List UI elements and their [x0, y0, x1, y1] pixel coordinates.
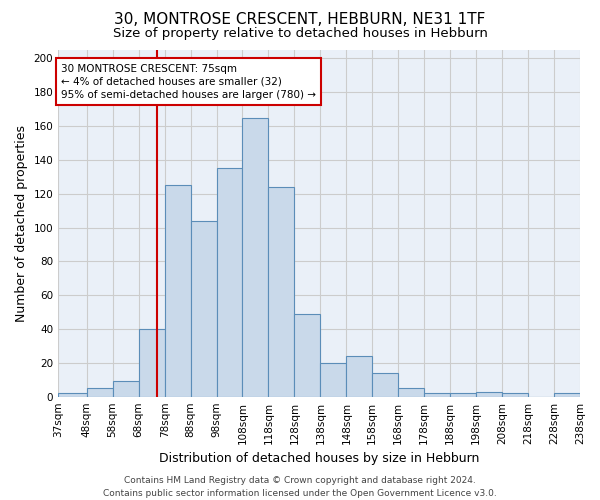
Bar — [164, 186, 191, 396]
Bar — [450, 394, 476, 396]
Text: 30 MONTROSE CRESCENT: 75sqm
← 4% of detached houses are smaller (32)
95% of semi: 30 MONTROSE CRESCENT: 75sqm ← 4% of deta… — [61, 64, 316, 100]
Bar — [139, 329, 164, 396]
Bar — [476, 392, 502, 396]
Bar — [268, 187, 295, 396]
Bar — [554, 394, 580, 396]
Bar — [424, 394, 450, 396]
Y-axis label: Number of detached properties: Number of detached properties — [15, 125, 28, 322]
Text: 30, MONTROSE CRESCENT, HEBBURN, NE31 1TF: 30, MONTROSE CRESCENT, HEBBURN, NE31 1TF — [115, 12, 485, 28]
Text: Size of property relative to detached houses in Hebburn: Size of property relative to detached ho… — [113, 28, 487, 40]
Bar — [58, 394, 87, 396]
Bar — [217, 168, 242, 396]
Bar — [87, 388, 113, 396]
Text: Contains HM Land Registry data © Crown copyright and database right 2024.
Contai: Contains HM Land Registry data © Crown c… — [103, 476, 497, 498]
Bar — [320, 363, 346, 396]
Bar — [295, 314, 320, 396]
Bar — [113, 382, 139, 396]
Bar — [346, 356, 373, 397]
X-axis label: Distribution of detached houses by size in Hebburn: Distribution of detached houses by size … — [159, 452, 479, 465]
Bar — [373, 373, 398, 396]
Bar — [242, 118, 268, 396]
Bar — [502, 394, 528, 396]
Bar — [191, 221, 217, 396]
Bar — [398, 388, 424, 396]
